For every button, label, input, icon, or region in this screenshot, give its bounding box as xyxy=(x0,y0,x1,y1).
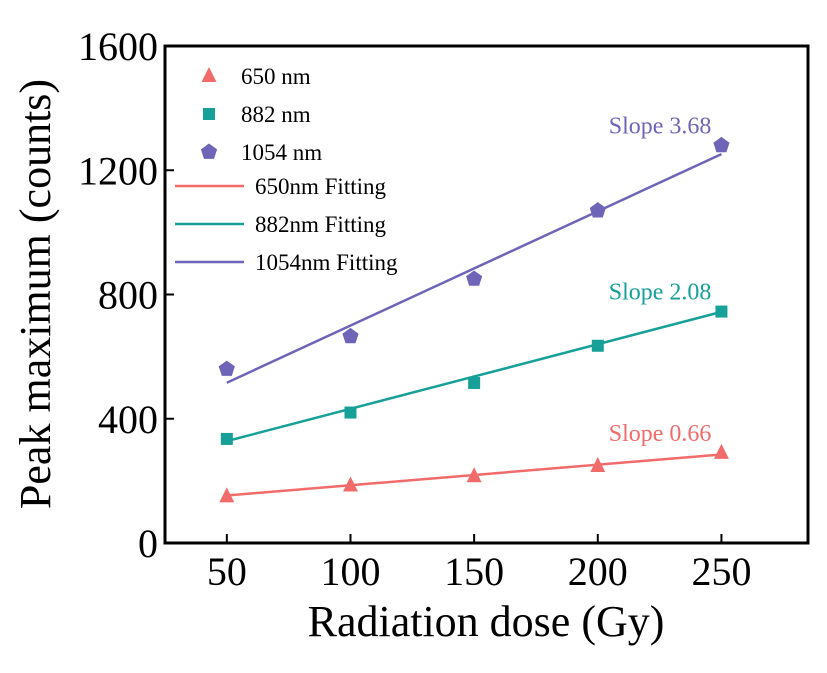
y-tick-label-3: 1200 xyxy=(78,148,158,193)
data-point-s2-4 xyxy=(713,136,730,153)
data-point-s1-0 xyxy=(220,432,233,445)
fit-line-2 xyxy=(226,152,722,384)
legend-marker-1 xyxy=(203,108,215,120)
data-point-s1-1 xyxy=(344,406,357,419)
data-point-s2-2 xyxy=(466,270,483,286)
data-point-s0-2 xyxy=(466,467,482,483)
legend: 650 nm 882 nm 1054 nm 650nm Fitting 882nm Fi… xyxy=(175,64,398,275)
y-axis-label: Peak maximum (counts) xyxy=(11,79,60,509)
legend-label-1: 882 nm xyxy=(241,102,311,127)
legend-fit-label-2: 1054nm Fitting xyxy=(255,250,398,275)
slope-annotations: Slope 0.66 Slope 2.08 Slope 3.68 xyxy=(609,113,712,447)
data-point-s1-3 xyxy=(591,339,604,352)
y-tick-label-1: 400 xyxy=(98,397,158,442)
x-tick-label-0: 50 xyxy=(207,549,247,594)
data-point-s0-4 xyxy=(713,443,729,459)
legend-fit-label-0: 650nm Fitting xyxy=(255,174,386,199)
x-tick-label-2: 150 xyxy=(444,549,504,594)
legend-label-0: 650 nm xyxy=(241,64,311,89)
legend-fit-label-1: 882nm Fitting xyxy=(255,212,386,237)
slope-label-0: Slope 0.66 xyxy=(609,421,712,447)
slope-label-2: Slope 3.68 xyxy=(609,113,712,139)
data-point-s0-3 xyxy=(590,456,606,472)
legend-marker-2 xyxy=(200,143,218,159)
y-tick-label-0: 0 xyxy=(138,521,158,566)
data-point-s0-0 xyxy=(219,487,235,503)
y-tick-label-2: 800 xyxy=(98,273,158,318)
legend-marker-0 xyxy=(201,67,217,82)
data-markers xyxy=(218,136,730,503)
x-tick-label-3: 200 xyxy=(568,549,628,594)
x-tick-label-4: 250 xyxy=(691,549,751,594)
data-point-s1-2 xyxy=(468,377,481,390)
slope-label-1: Slope 2.08 xyxy=(609,280,712,306)
y-tick-label-4: 1600 xyxy=(78,24,158,69)
data-point-s2-0 xyxy=(218,360,235,376)
data-point-s1-4 xyxy=(715,305,728,318)
axis-ticks: 50 100 150 200 250 0 400 800 1200 1600 xyxy=(78,24,751,594)
data-point-s2-1 xyxy=(342,327,359,344)
data-point-s2-3 xyxy=(589,202,606,218)
x-axis-label: Radiation dose (Gy) xyxy=(308,597,665,646)
data-point-s0-1 xyxy=(342,476,358,492)
legend-label-2: 1054 nm xyxy=(241,140,322,165)
x-tick-label-1: 100 xyxy=(320,549,380,594)
fit-line-1 xyxy=(226,310,722,443)
